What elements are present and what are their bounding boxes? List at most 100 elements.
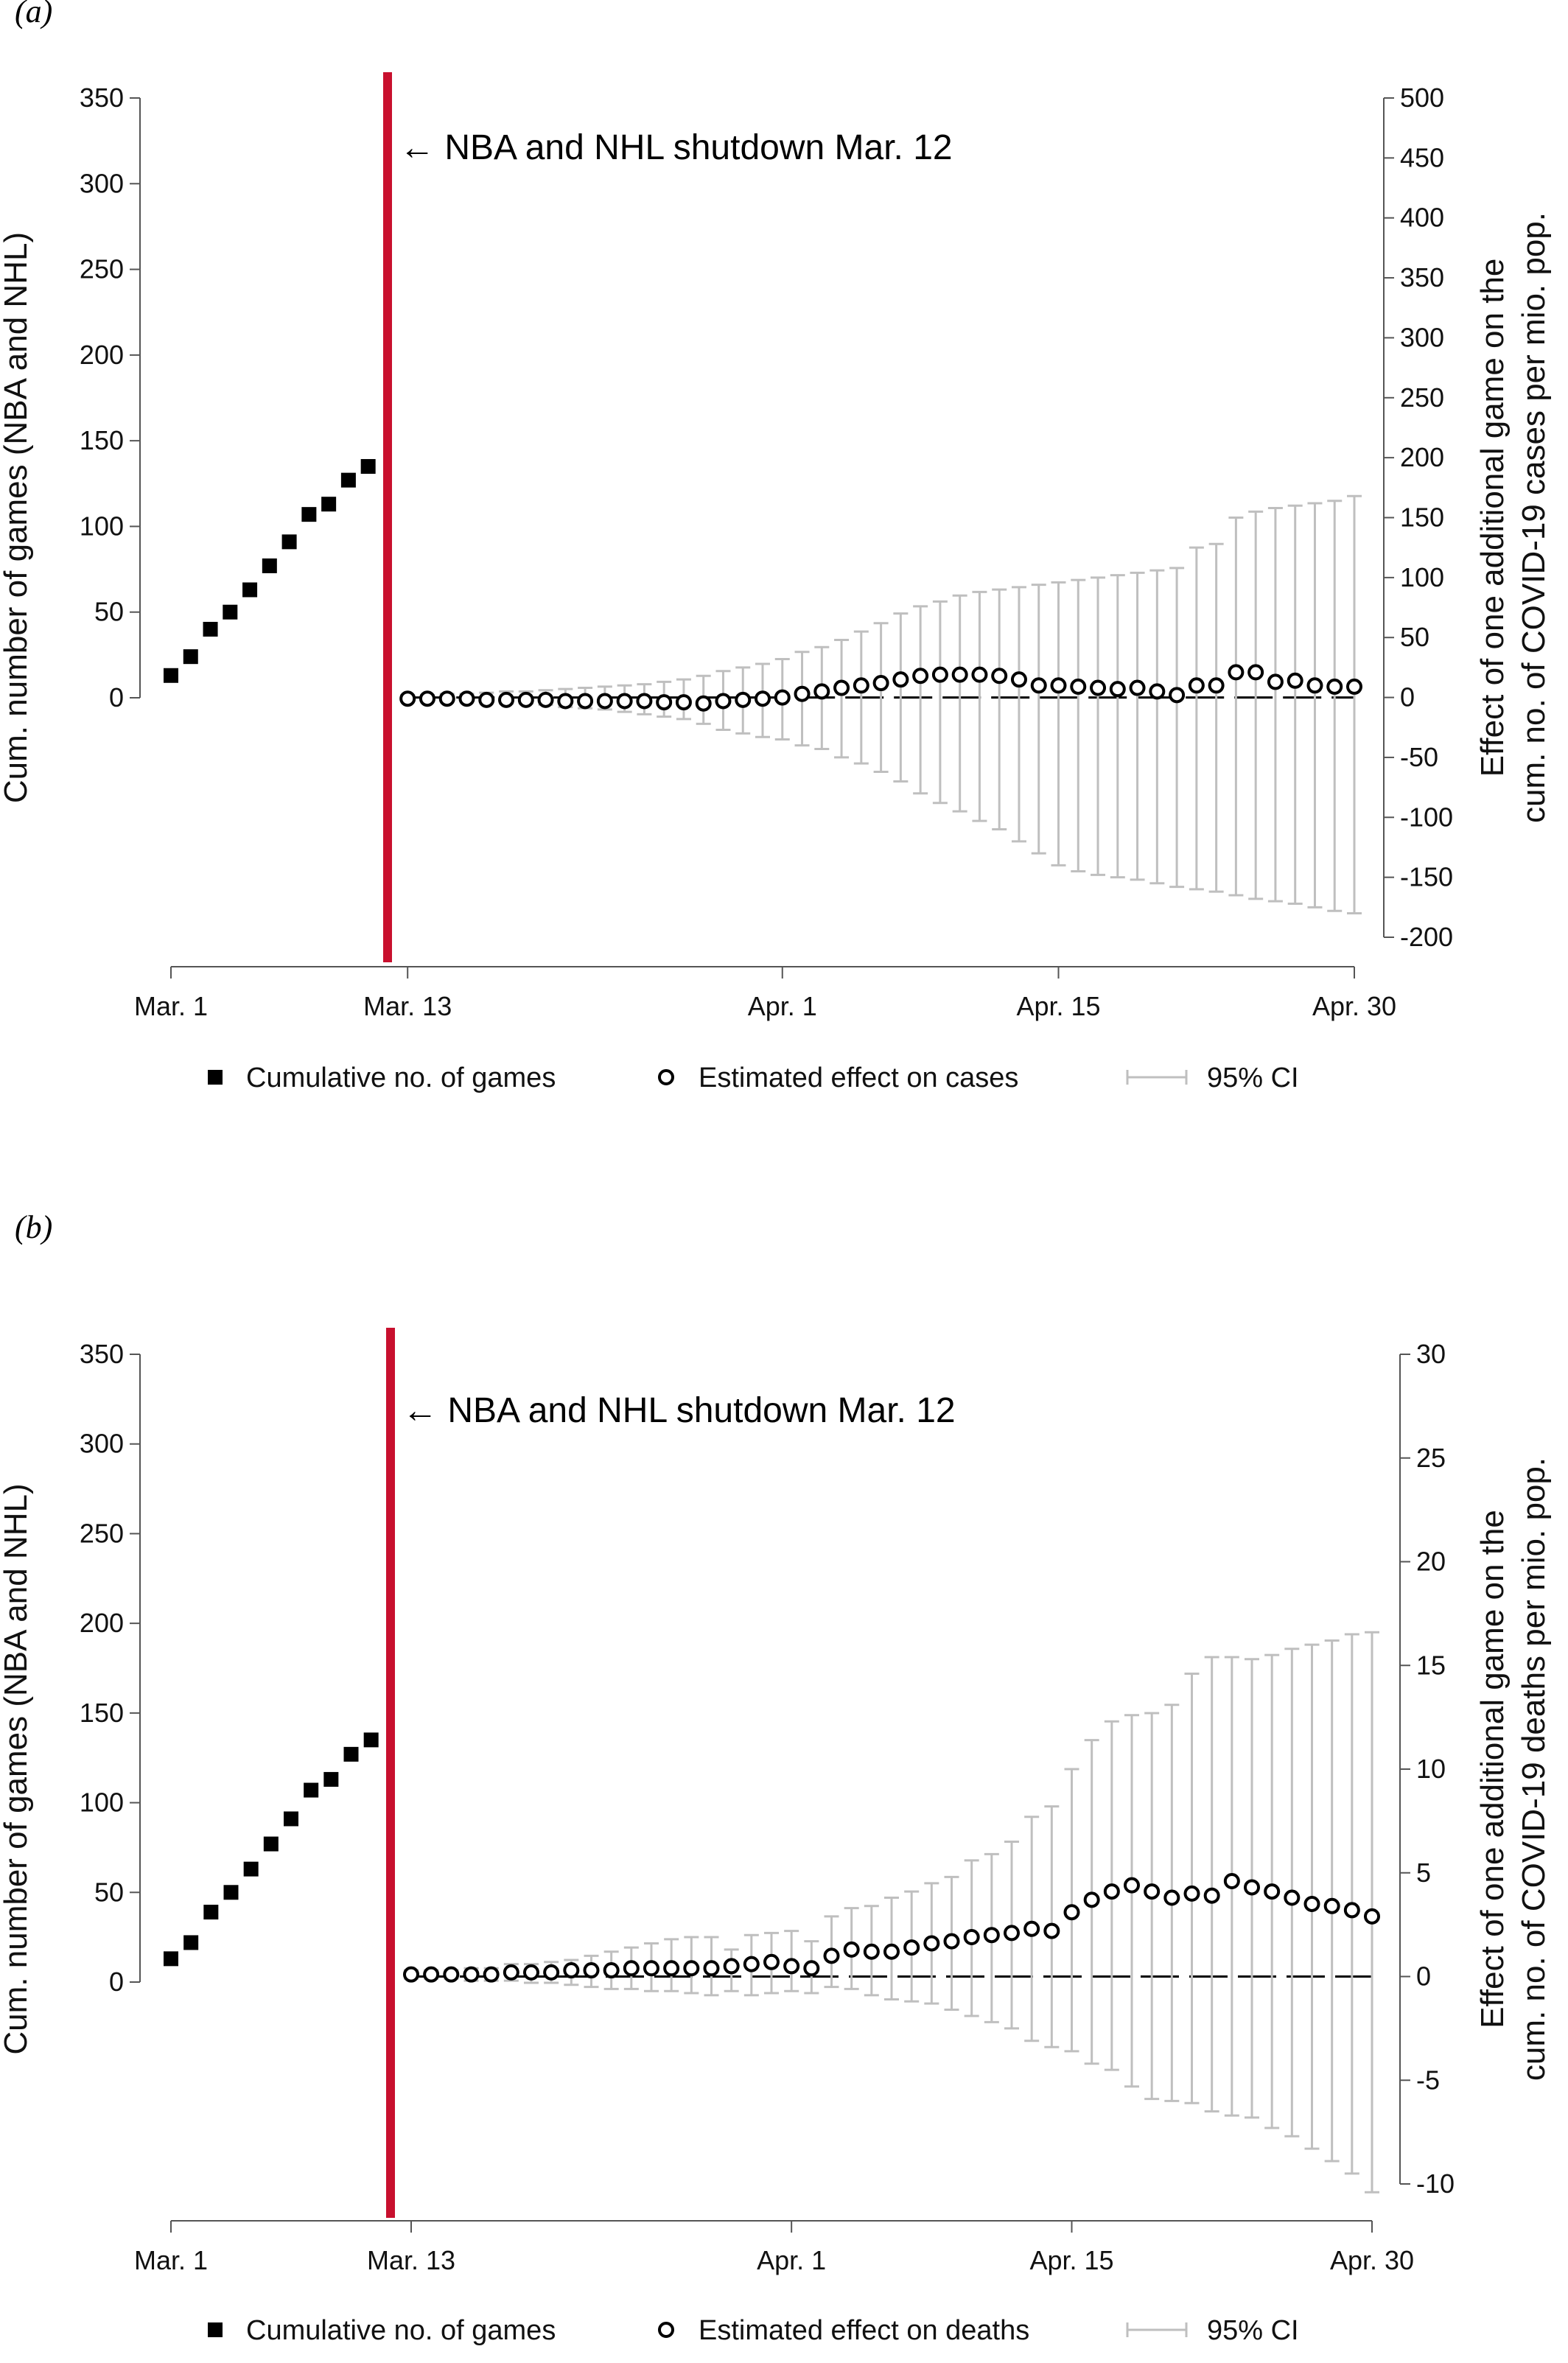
left-axis-tick-label: 250 (80, 1518, 124, 1548)
games-point (242, 582, 258, 598)
left-axis-title: Cum. number of games (NBA and NHL) (0, 1483, 34, 2054)
effect-point (1364, 1908, 1380, 1925)
chart-panel-a: 0 50 100 150 200 250 300 350 Cum. number of game… (0, 72, 1552, 1093)
effect-point (1267, 673, 1284, 690)
x-axis-tick-label: Apr. 15 (1016, 991, 1100, 1021)
effect-point (577, 693, 594, 710)
x-axis-tick-label: Mar. 13 (363, 991, 452, 1021)
right-axis-tick-label: 400 (1400, 203, 1444, 233)
games-point (321, 497, 337, 512)
effect-point (783, 1958, 800, 1975)
effect-point (663, 1960, 680, 1977)
right-axis-tick-label: 100 (1400, 562, 1444, 592)
effect-point (1169, 687, 1186, 704)
effect-point (912, 668, 929, 685)
panel-b-label: (b) (15, 1209, 53, 1245)
effect-point (774, 689, 791, 706)
games-point (164, 1951, 178, 1967)
effect-point (683, 1960, 700, 1977)
effect-point (1326, 678, 1343, 695)
right-axis-title-line2: cum. no. of COVID-19 deaths per mio. pop… (1516, 1457, 1552, 2081)
effect-point (991, 668, 1008, 685)
right-axis-title-line1: Effect of one additional game on the (1474, 1510, 1511, 2028)
shutdown-annotation: ← NBA and NHL shutdown Mar. 12 (402, 1391, 956, 1430)
games-point (164, 668, 178, 683)
games-point (343, 1746, 359, 1762)
effect-point (715, 693, 732, 710)
effect-point (1287, 672, 1303, 689)
effect-point (583, 1962, 600, 1979)
left-axis-tick-label: 50 (94, 1877, 124, 1907)
effect-point (675, 694, 692, 711)
effect-point (1284, 1889, 1301, 1906)
effect-point (853, 677, 869, 694)
legend-effect-marker (658, 2322, 674, 2338)
right-axis-tick-label: 20 (1416, 1547, 1446, 1577)
left-axis-tick-label: 150 (80, 1698, 124, 1728)
effect-point (695, 695, 712, 712)
effect-point (643, 1960, 659, 1977)
right-axis-tick-label: 0 (1400, 682, 1415, 713)
legend-effect-label: Estimated effect on cases (699, 1063, 1018, 1093)
effect-point (1203, 1887, 1220, 1904)
effect-point (1050, 677, 1067, 694)
effect-point (1063, 1904, 1080, 1921)
effect-point (983, 1927, 1000, 1944)
games-point (243, 1861, 259, 1877)
games-point (301, 507, 317, 522)
games-point (340, 472, 356, 488)
effect-point (483, 1966, 500, 1983)
left-axis-tick-label: 300 (80, 168, 124, 198)
legend-ci-label: 95% CI (1207, 2315, 1299, 2346)
effect-point (1144, 1883, 1161, 1900)
effect-point (636, 693, 653, 710)
right-axis-tick-label: 5 (1416, 1858, 1431, 1888)
right-axis-tick-label: 15 (1416, 1650, 1446, 1680)
games-point (284, 1811, 298, 1827)
effect-point (463, 1966, 480, 1983)
left-axis-tick-label: 300 (80, 1429, 124, 1459)
x-axis-tick-label: Mar. 13 (367, 2245, 455, 2275)
games-point (360, 459, 376, 475)
legend-effect-marker (658, 1069, 674, 1085)
effect-point (1323, 1897, 1340, 1914)
effect-point (1030, 677, 1047, 694)
effect-point (723, 1958, 740, 1975)
effect-point (517, 691, 534, 708)
right-axis-tick-label: 150 (1400, 503, 1444, 533)
right-axis-tick-label: -5 (1416, 2065, 1440, 2095)
effect-point (1090, 679, 1107, 696)
effect-point (458, 690, 475, 707)
effect-point (557, 693, 574, 710)
x-axis-tick-label: Apr. 30 (1330, 2245, 1414, 2275)
effect-point (523, 1964, 539, 1981)
games-point (203, 1905, 219, 1920)
effect-point (1010, 671, 1027, 688)
right-axis-tick-label: 350 (1400, 262, 1444, 293)
effect-point (478, 691, 495, 708)
effect-point (1306, 677, 1323, 694)
left-axis-title: Cum. number of games (NBA and NHL) (0, 232, 34, 803)
effect-point (1223, 1873, 1240, 1890)
effect-point (923, 1935, 940, 1952)
effect-point (403, 1966, 419, 1983)
effect-point (423, 1966, 440, 1983)
effect-point (763, 1953, 780, 1970)
right-axis-tick-label: 500 (1400, 83, 1444, 113)
effect-point (543, 1964, 560, 1981)
right-axis-title-line2: cum. no. of COVID-19 cases per mio. pop. (1516, 212, 1552, 823)
right-axis-tick-label: -100 (1400, 802, 1453, 832)
effect-point (656, 694, 673, 711)
games-point (223, 604, 238, 620)
x-axis-tick-label: Apr. 1 (757, 2245, 826, 2275)
effect-point (703, 1960, 720, 1977)
games-point (203, 621, 218, 637)
x-axis-tick-label: Mar. 1 (134, 991, 208, 1021)
effect-point (863, 1943, 880, 1960)
effect-point (1247, 664, 1264, 681)
games-point (363, 1732, 379, 1748)
effect-point (419, 690, 435, 707)
x-axis-tick-label: Apr. 30 (1312, 991, 1396, 1021)
left-axis-tick-label: 200 (80, 1608, 124, 1638)
games-point (304, 1782, 319, 1798)
